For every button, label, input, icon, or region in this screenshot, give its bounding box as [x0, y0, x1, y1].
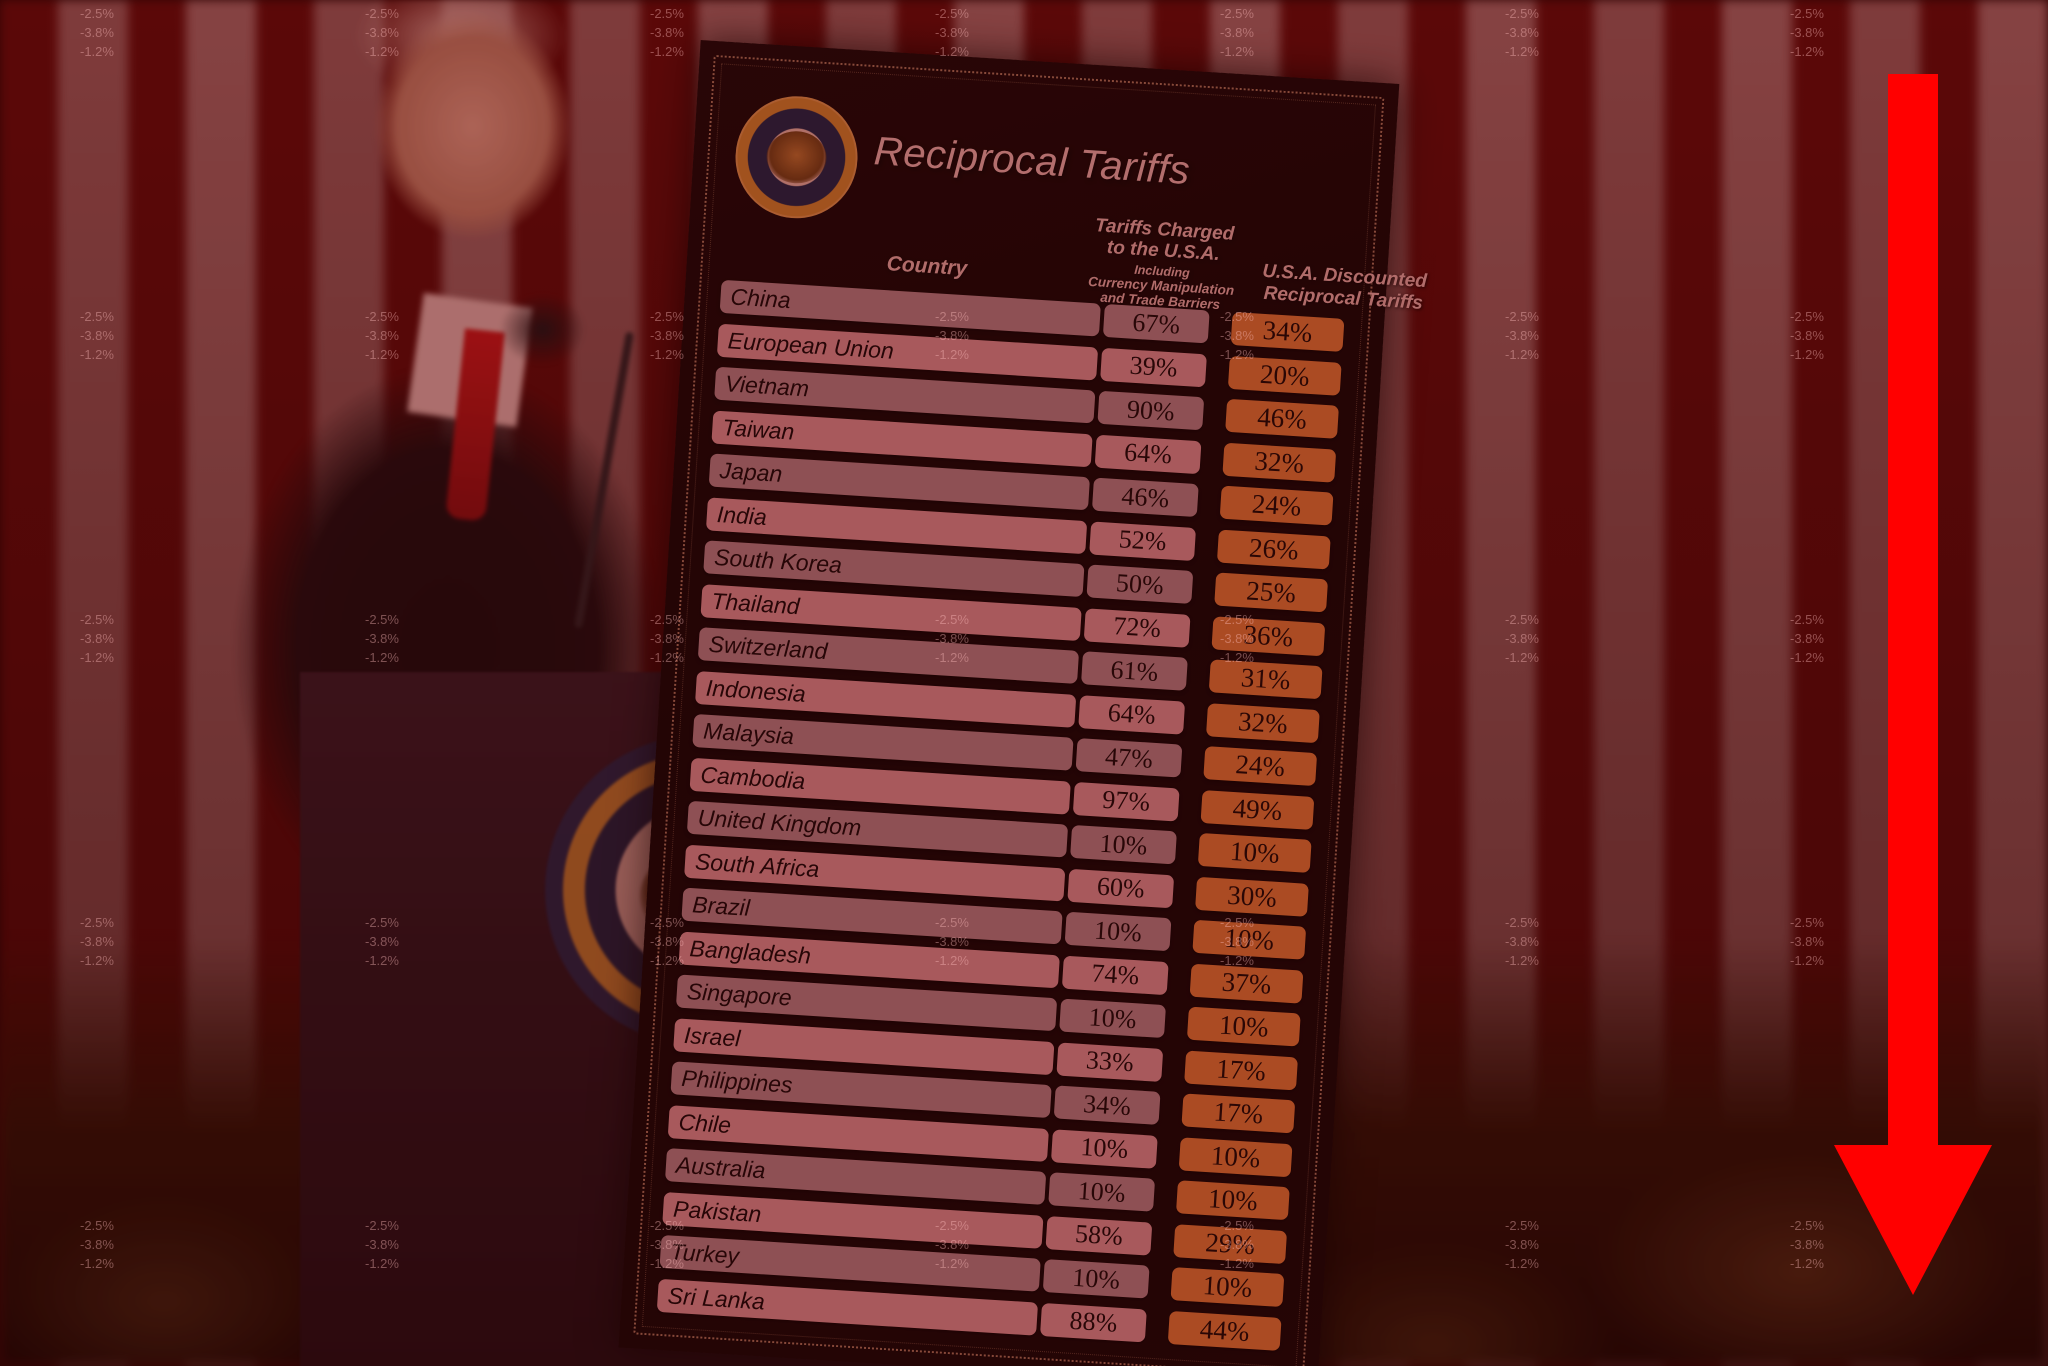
cell-tariff-charged: 34%: [1053, 1085, 1161, 1125]
cell-tariff-discounted: 24%: [1219, 485, 1334, 526]
cell-tariff-discounted: 44%: [1167, 1310, 1282, 1351]
cell-tariff-charged: 10%: [1070, 824, 1177, 865]
cell-tariff-charged: 50%: [1086, 564, 1194, 604]
cell-tariff-discounted: 32%: [1222, 442, 1337, 483]
cell-tariff-discounted: 36%: [1211, 615, 1326, 656]
column-header-tariffs-charged: Tariffs Charged to the U.S.A. Including …: [1065, 214, 1260, 315]
cell-tariff-discounted: 32%: [1206, 702, 1320, 743]
cell-tariff-charged: 88%: [1040, 1302, 1147, 1342]
tariff-table: China 67% 34% European Union 39% 20% Vietnam 90…: [620, 278, 1384, 1364]
cell-tariff-discounted: 25%: [1214, 572, 1329, 613]
microphone-icon: [490, 280, 640, 390]
cell-tariff-charged: 64%: [1078, 694, 1186, 735]
cell-tariff-discounted: 29%: [1173, 1223, 1288, 1264]
cell-tariff-charged: 10%: [1042, 1259, 1150, 1299]
cell-tariff-discounted: 31%: [1208, 659, 1323, 700]
cell-tariff-charged: 10%: [1059, 998, 1167, 1039]
cell-tariff-discounted: 30%: [1195, 876, 1309, 917]
cell-tariff-charged: 61%: [1080, 651, 1188, 691]
cell-tariff-charged: 10%: [1048, 1172, 1156, 1212]
cell-tariff-discounted: 26%: [1216, 529, 1331, 570]
cell-tariff-discounted: 10%: [1186, 1006, 1301, 1047]
cell-tariff-charged: 97%: [1072, 781, 1180, 822]
cell-tariff-discounted: 34%: [1230, 311, 1345, 352]
cell-tariff-charged: 72%: [1083, 607, 1191, 648]
cell-tariff-charged: 39%: [1100, 347, 1207, 387]
eagle-icon: [764, 129, 829, 186]
cell-tariff-charged: 47%: [1075, 738, 1183, 778]
cell-tariff-charged: 52%: [1089, 520, 1197, 561]
cell-tariff-discounted: 10%: [1192, 919, 1307, 960]
cell-tariff-charged: 90%: [1097, 390, 1205, 431]
cell-tariff-discounted: 10%: [1170, 1267, 1285, 1308]
cell-tariff-discounted: 10%: [1197, 832, 1312, 873]
cell-tariff-discounted: 24%: [1203, 746, 1318, 787]
cell-tariff-charged: 33%: [1056, 1041, 1164, 1082]
cell-tariff-discounted: 10%: [1178, 1136, 1293, 1177]
cell-tariff-charged: 60%: [1067, 868, 1175, 908]
cell-tariff-charged: 64%: [1094, 434, 1202, 474]
cell-tariff-discounted: 10%: [1175, 1180, 1290, 1221]
cell-tariff-charged: 46%: [1091, 477, 1199, 518]
reciprocal-tariffs-board: Reciprocal Tariffs Country Tariffs Charg…: [618, 40, 1427, 1366]
cell-tariff-discounted: 37%: [1189, 963, 1304, 1004]
cell-tariff-charged: 58%: [1045, 1215, 1153, 1256]
cell-tariff-charged: 67%: [1102, 303, 1210, 344]
cell-tariff-discounted: 20%: [1227, 355, 1342, 396]
cell-tariff-discounted: 17%: [1184, 1050, 1299, 1090]
cell-tariff-charged: 10%: [1064, 911, 1172, 952]
cell-tariff-charged: 74%: [1061, 955, 1169, 995]
cell-tariff-discounted: 17%: [1181, 1093, 1296, 1134]
cell-tariff-discounted: 49%: [1200, 789, 1315, 830]
cell-tariff-discounted: 46%: [1225, 398, 1339, 439]
cell-tariff-charged: 10%: [1050, 1128, 1158, 1169]
